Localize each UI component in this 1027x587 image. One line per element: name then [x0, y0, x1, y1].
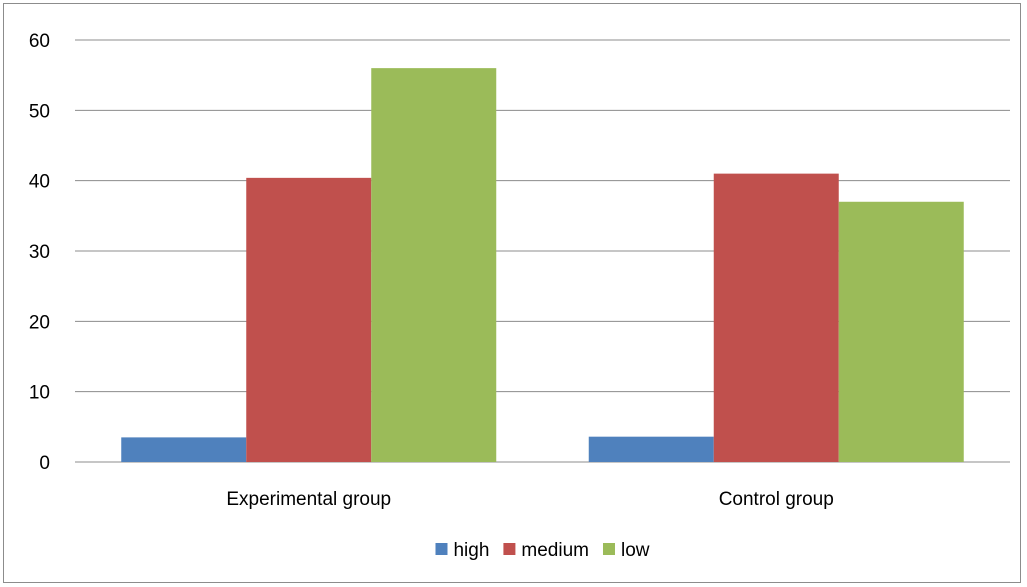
y-axis-tick-labels: 0 10 20 30 40 50 60	[29, 31, 50, 474]
x-category-label: Experimental group	[226, 489, 391, 510]
legend-swatch-low	[602, 543, 615, 555]
y-tick-label: 10	[29, 383, 50, 404]
y-tick-label: 60	[29, 31, 50, 52]
bar-low-0	[371, 68, 497, 462]
y-tick-label: 40	[29, 172, 50, 193]
bar-high-1	[588, 436, 714, 462]
y-tick-label: 20	[29, 312, 50, 333]
bar-high-0	[121, 437, 247, 462]
bar-medium-1	[713, 173, 839, 462]
bar-medium-0	[246, 177, 372, 462]
x-axis-category-labels: Experimental group Control group	[226, 489, 833, 510]
legend-label-medium: medium	[521, 540, 589, 561]
legend: high medium low	[435, 540, 650, 561]
legend-label-low: low	[621, 540, 650, 561]
bars	[121, 68, 964, 462]
legend-label-high: high	[453, 540, 489, 561]
legend-swatch-high	[435, 543, 448, 555]
bar-low-1	[838, 201, 964, 462]
x-category-label: Control group	[719, 489, 834, 510]
y-tick-label: 0	[39, 453, 50, 474]
legend-swatch-medium	[503, 543, 516, 555]
y-tick-label: 30	[29, 242, 50, 263]
y-tick-label: 50	[29, 101, 50, 122]
